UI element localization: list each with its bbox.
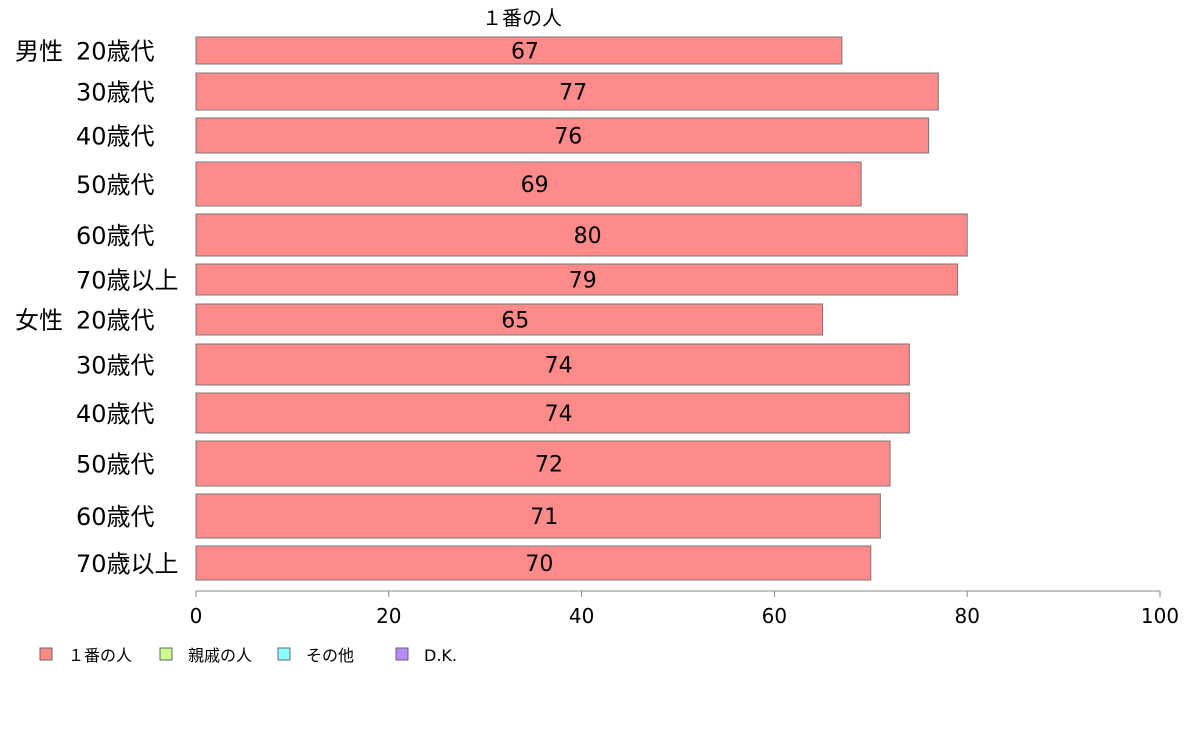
bar-value-label: 67	[511, 40, 539, 65]
category-label: 50歳代	[76, 451, 155, 479]
legend-label: １番の人	[68, 646, 132, 665]
legend-swatch	[159, 647, 173, 661]
legend-swatch	[395, 647, 409, 661]
bar	[195, 161, 862, 207]
bar	[195, 440, 891, 487]
bar-value-label: 71	[530, 505, 558, 530]
legend-label: 親戚の人	[188, 646, 252, 665]
category-label: 30歳代	[76, 79, 155, 107]
legend-label: その他	[306, 646, 354, 665]
bar	[195, 493, 881, 539]
bar-value-label: 70	[525, 552, 553, 577]
category-label: 60歳代	[76, 222, 155, 250]
category-label: 50歳代	[76, 171, 155, 199]
x-tick-label: 60	[762, 604, 787, 628]
bar	[195, 263, 959, 296]
bar	[195, 213, 968, 257]
group-label: 女性	[15, 307, 63, 335]
bar-value-label: 69	[521, 173, 549, 198]
x-tick-label: 80	[954, 604, 979, 628]
category-label: 60歳代	[76, 503, 155, 531]
category-label: 40歳代	[76, 123, 155, 151]
x-tick-label: 100	[1141, 604, 1179, 628]
legend-swatch	[39, 647, 53, 661]
legend-swatch	[277, 647, 291, 661]
bar-value-label: 76	[554, 125, 582, 150]
bar-value-label: 72	[535, 453, 563, 478]
bar	[195, 392, 910, 434]
bar	[195, 303, 824, 336]
category-label: 30歳代	[76, 352, 155, 380]
bar	[195, 36, 843, 65]
bar-value-label: 77	[559, 81, 587, 106]
series-header: １番の人	[482, 6, 562, 30]
group-label: 男性	[15, 38, 63, 66]
category-label: 70歳以上	[76, 267, 179, 295]
x-tick-label: 40	[569, 604, 594, 628]
bar	[195, 117, 930, 154]
bar-value-label: 65	[501, 309, 529, 334]
bar-value-label: 74	[545, 354, 573, 379]
category-label: 70歳以上	[76, 550, 179, 578]
category-label: 20歳代	[76, 38, 155, 66]
category-label: 40歳代	[76, 400, 155, 428]
legend-label: D.K.	[424, 646, 457, 665]
bar-value-label: 74	[545, 402, 573, 427]
x-tick-label: 20	[376, 604, 401, 628]
bar-value-label: 79	[569, 269, 597, 294]
x-tick-label: 0	[190, 604, 203, 628]
bar	[195, 72, 939, 111]
bar-value-label: 80	[574, 224, 602, 249]
bar	[195, 545, 872, 581]
category-label: 20歳代	[76, 307, 155, 335]
bar	[195, 343, 910, 386]
